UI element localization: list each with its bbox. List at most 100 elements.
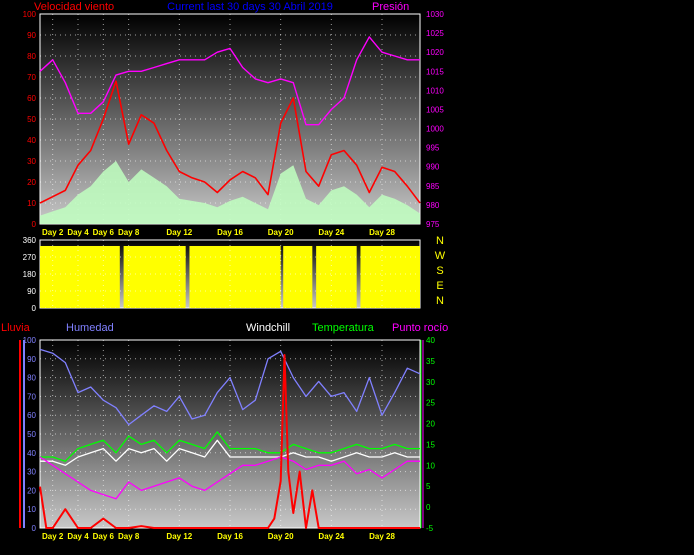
x-tick-label: Day 20 [268,532,294,541]
series-line-lluvia [39,354,420,529]
y-axis-direction: 0 90 180 270 360 [23,236,37,313]
y2-tick-label: 1015 [426,67,444,76]
x-tick-label: Day 6 [93,532,115,541]
y-axis-left: 0 10 20 30 40 50 60 70 80 90 100 [23,336,37,533]
y-tick-label: 10 [27,505,36,514]
y-tick-label: 30 [27,157,36,166]
y-tick-label: 30 [27,468,36,477]
y2-tick-label: 975 [426,220,440,229]
direction-band [123,246,186,308]
humedad-label: Humedad [66,322,114,334]
y-tick-label: 0 [32,524,37,533]
y-tick-label: 10 [27,199,36,208]
x-tick-label: Day 8 [118,532,140,541]
x-tick-label: Day 16 [217,228,243,237]
x-tick-label: Day 2 [42,532,64,541]
y-tick-label: 50 [27,115,36,124]
compass-letter: E [436,280,443,292]
y-tick-label: 60 [27,94,36,103]
x-tick-label: Day 8 [118,228,140,237]
series-line-velocidad-viento [39,80,421,204]
y2-tick-label: 25 [426,399,435,408]
y2-tick-label: 15 [426,440,435,449]
y2-tick-label: 1025 [426,29,444,38]
direction-band [316,246,357,308]
y2-tick-label: 5 [426,482,431,491]
series-line-temperatura [40,431,420,462]
x-tick-label: Day 6 [93,228,115,237]
y-tick-label: 0 [32,304,37,313]
y-tick-label: 100 [23,336,37,345]
direction-band [283,246,313,308]
y2-tick-label: 1020 [426,48,444,57]
y-axis-right: -5 0 5 10 15 20 25 30 35 40 [426,336,435,533]
x-tick-label: Day 4 [67,532,89,541]
x-tick-label: Day 2 [42,228,64,237]
y-tick-label: 360 [23,236,37,245]
y2-tick-label: 10 [426,461,435,470]
y-tick-label: 0 [32,220,37,229]
compass-letter: W [435,250,446,262]
series-line-humedad [39,348,421,426]
y2-tick-label: 1000 [426,125,444,134]
y-axis-left: 0 10 20 30 40 50 60 70 80 90 100 [23,10,37,229]
series-line-punto-roc-o [39,456,420,500]
y2-tick-label: 30 [426,378,435,387]
series-line-presi-n [39,36,420,126]
compass-letter: N [436,295,444,307]
y-tick-label: 50 [27,430,36,439]
y2-tick-label: 1005 [426,105,444,114]
x-tick-label: Day 24 [318,228,344,237]
y-tick-label: 100 [23,10,37,19]
y-tick-label: 90 [27,287,36,296]
y-tick-label: 180 [23,270,37,279]
x-axis: Day 2 Day 4 Day 6 Day 8 Day 12 Day 16 Day 20 Da… [42,228,395,237]
y-tick-label: 60 [27,411,36,420]
y2-tick-label: 40 [426,336,435,345]
y-tick-label: 40 [27,136,36,145]
y-tick-label: 80 [27,374,36,383]
compass-letter: N [436,235,444,247]
direction-band [360,246,420,308]
y-tick-label: 270 [23,253,37,262]
direction-band [40,246,120,308]
y2-tick-label: 1010 [426,86,444,95]
x-tick-label: Day 16 [217,532,243,541]
y2-tick-label: 985 [426,182,440,191]
y-tick-label: 20 [27,178,36,187]
y-tick-label: 90 [27,355,36,364]
grid-lines [40,239,420,309]
series-lines [39,348,421,529]
y2-tick-label: -5 [426,524,434,533]
wind-label: Velocidad viento [34,1,114,13]
y-tick-label: 80 [27,52,36,61]
y-tick-label: 90 [27,31,36,40]
chart-title: Current last 30 days 30 Abril 2019 [167,1,333,13]
y-tick-label: 20 [27,486,36,495]
windchill-label: Windchill [246,322,290,334]
y2-tick-label: 0 [426,503,431,512]
x-tick-label: Day 28 [369,228,395,237]
x-tick-label: Day 4 [67,228,89,237]
y2-tick-label: 20 [426,420,435,429]
x-tick-label: Day 24 [318,532,344,541]
x-tick-label: Day 28 [369,532,395,541]
direction-band [189,246,281,308]
y2-tick-label: 990 [426,163,440,172]
lluvia-label: Lluvia [1,322,31,334]
series-line-windchill [40,439,420,466]
x-tick-label: Day 12 [166,228,192,237]
y-tick-label: 40 [27,449,36,458]
series-lines [39,36,421,224]
pressure-label: Presión [372,1,409,13]
x-tick-label: Day 12 [166,532,192,541]
y-axis-right: 975 980 985 990 995 1000 1005 1010 1015 1020 1025 1… [426,10,444,229]
y2-tick-label: 995 [426,144,440,153]
y2-tick-label: 35 [426,357,435,366]
y-tick-label: 70 [27,392,36,401]
y2-tick-label: 1030 [426,10,444,19]
compass-letter: S [436,265,443,277]
direction-bars [40,246,420,308]
